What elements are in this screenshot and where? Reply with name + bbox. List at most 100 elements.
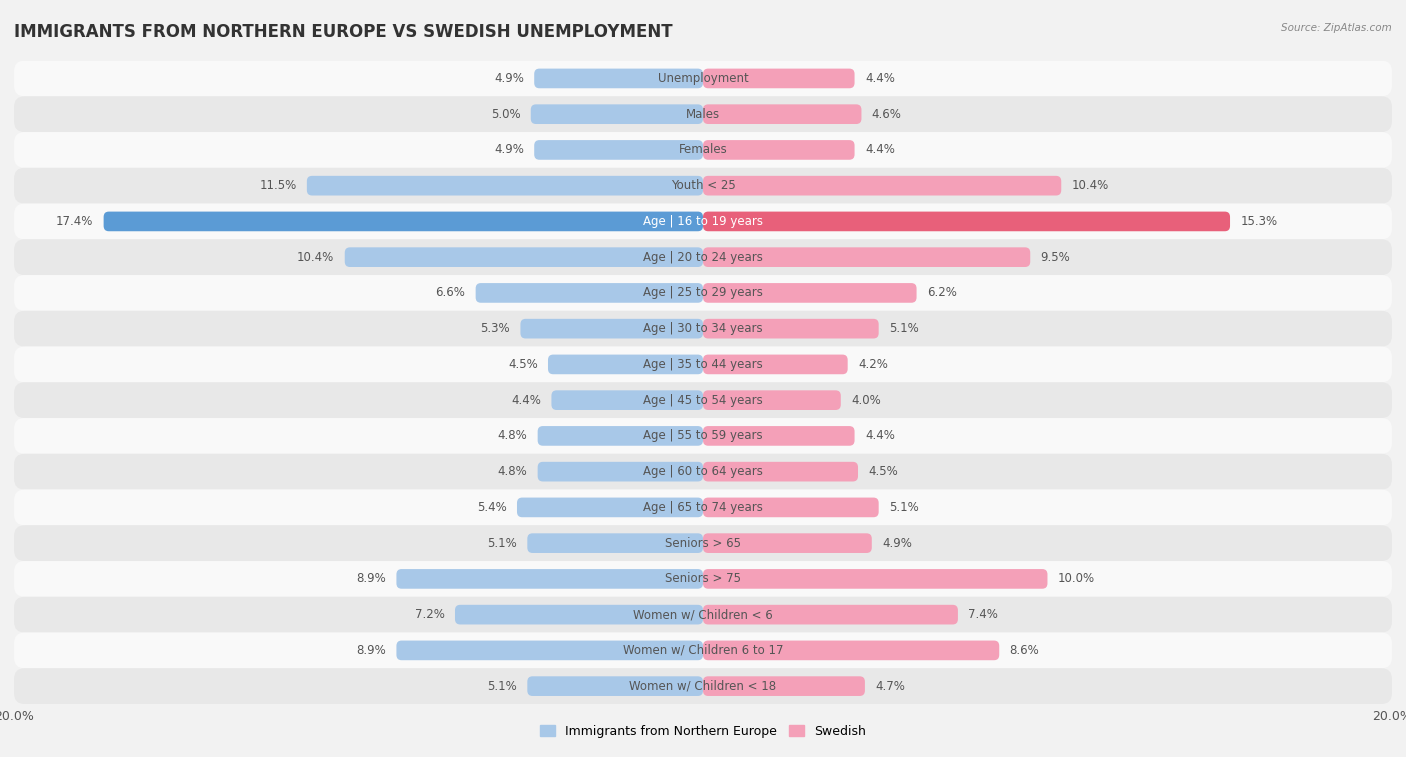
Text: 8.6%: 8.6% xyxy=(1010,644,1039,657)
FancyBboxPatch shape xyxy=(534,69,703,89)
Text: 7.2%: 7.2% xyxy=(415,608,444,621)
Text: 10.0%: 10.0% xyxy=(1057,572,1095,585)
FancyBboxPatch shape xyxy=(14,418,1392,453)
Text: Women w/ Children < 6: Women w/ Children < 6 xyxy=(633,608,773,621)
FancyBboxPatch shape xyxy=(14,61,1392,96)
FancyBboxPatch shape xyxy=(14,239,1392,275)
FancyBboxPatch shape xyxy=(14,490,1392,525)
Text: 11.5%: 11.5% xyxy=(259,179,297,192)
Text: Source: ZipAtlas.com: Source: ZipAtlas.com xyxy=(1281,23,1392,33)
FancyBboxPatch shape xyxy=(14,311,1392,347)
FancyBboxPatch shape xyxy=(703,426,855,446)
FancyBboxPatch shape xyxy=(703,391,841,410)
Text: 4.4%: 4.4% xyxy=(865,72,894,85)
FancyBboxPatch shape xyxy=(531,104,703,124)
Text: 5.3%: 5.3% xyxy=(481,322,510,335)
FancyBboxPatch shape xyxy=(396,640,703,660)
Text: Women w/ Children < 18: Women w/ Children < 18 xyxy=(630,680,776,693)
FancyBboxPatch shape xyxy=(534,140,703,160)
FancyBboxPatch shape xyxy=(14,633,1392,668)
Text: 15.3%: 15.3% xyxy=(1240,215,1278,228)
FancyBboxPatch shape xyxy=(703,605,957,625)
Text: 5.0%: 5.0% xyxy=(491,107,520,120)
FancyBboxPatch shape xyxy=(703,104,862,124)
Text: 4.5%: 4.5% xyxy=(508,358,537,371)
Legend: Immigrants from Northern Europe, Swedish: Immigrants from Northern Europe, Swedish xyxy=(534,720,872,743)
Text: 5.1%: 5.1% xyxy=(488,537,517,550)
Text: 4.0%: 4.0% xyxy=(851,394,882,407)
Text: 6.6%: 6.6% xyxy=(436,286,465,300)
Text: Age | 55 to 59 years: Age | 55 to 59 years xyxy=(643,429,763,442)
Text: 8.9%: 8.9% xyxy=(356,644,387,657)
FancyBboxPatch shape xyxy=(14,347,1392,382)
Text: 17.4%: 17.4% xyxy=(56,215,93,228)
Text: 4.9%: 4.9% xyxy=(882,537,912,550)
Text: Youth < 25: Youth < 25 xyxy=(671,179,735,192)
Text: Age | 25 to 29 years: Age | 25 to 29 years xyxy=(643,286,763,300)
Text: Seniors > 75: Seniors > 75 xyxy=(665,572,741,585)
FancyBboxPatch shape xyxy=(703,569,1047,589)
FancyBboxPatch shape xyxy=(456,605,703,625)
FancyBboxPatch shape xyxy=(537,462,703,481)
FancyBboxPatch shape xyxy=(104,212,703,231)
Text: Age | 16 to 19 years: Age | 16 to 19 years xyxy=(643,215,763,228)
Text: IMMIGRANTS FROM NORTHERN EUROPE VS SWEDISH UNEMPLOYMENT: IMMIGRANTS FROM NORTHERN EUROPE VS SWEDI… xyxy=(14,23,672,41)
Text: Age | 30 to 34 years: Age | 30 to 34 years xyxy=(643,322,763,335)
FancyBboxPatch shape xyxy=(520,319,703,338)
FancyBboxPatch shape xyxy=(307,176,703,195)
Text: Seniors > 65: Seniors > 65 xyxy=(665,537,741,550)
Text: 4.5%: 4.5% xyxy=(869,465,898,478)
FancyBboxPatch shape xyxy=(14,597,1392,633)
FancyBboxPatch shape xyxy=(703,319,879,338)
Text: 5.1%: 5.1% xyxy=(889,501,918,514)
FancyBboxPatch shape xyxy=(14,668,1392,704)
FancyBboxPatch shape xyxy=(517,497,703,517)
Text: Age | 20 to 24 years: Age | 20 to 24 years xyxy=(643,251,763,263)
FancyBboxPatch shape xyxy=(703,534,872,553)
Text: Age | 45 to 54 years: Age | 45 to 54 years xyxy=(643,394,763,407)
FancyBboxPatch shape xyxy=(703,69,855,89)
Text: Age | 60 to 64 years: Age | 60 to 64 years xyxy=(643,465,763,478)
Text: 4.4%: 4.4% xyxy=(512,394,541,407)
Text: Age | 35 to 44 years: Age | 35 to 44 years xyxy=(643,358,763,371)
Text: 4.8%: 4.8% xyxy=(498,465,527,478)
FancyBboxPatch shape xyxy=(551,391,703,410)
FancyBboxPatch shape xyxy=(548,354,703,374)
FancyBboxPatch shape xyxy=(344,248,703,267)
Text: 7.4%: 7.4% xyxy=(969,608,998,621)
Text: 4.4%: 4.4% xyxy=(865,143,894,157)
Text: 4.2%: 4.2% xyxy=(858,358,887,371)
Text: Age | 65 to 74 years: Age | 65 to 74 years xyxy=(643,501,763,514)
FancyBboxPatch shape xyxy=(703,176,1062,195)
FancyBboxPatch shape xyxy=(14,132,1392,168)
FancyBboxPatch shape xyxy=(14,204,1392,239)
FancyBboxPatch shape xyxy=(703,497,879,517)
FancyBboxPatch shape xyxy=(703,462,858,481)
Text: 10.4%: 10.4% xyxy=(297,251,335,263)
FancyBboxPatch shape xyxy=(14,561,1392,597)
Text: 5.1%: 5.1% xyxy=(889,322,918,335)
Text: Women w/ Children 6 to 17: Women w/ Children 6 to 17 xyxy=(623,644,783,657)
Text: 8.9%: 8.9% xyxy=(356,572,387,585)
FancyBboxPatch shape xyxy=(703,676,865,696)
Text: 6.2%: 6.2% xyxy=(927,286,956,300)
Text: Females: Females xyxy=(679,143,727,157)
Text: Males: Males xyxy=(686,107,720,120)
FancyBboxPatch shape xyxy=(14,168,1392,204)
FancyBboxPatch shape xyxy=(14,275,1392,311)
FancyBboxPatch shape xyxy=(703,283,917,303)
Text: 10.4%: 10.4% xyxy=(1071,179,1109,192)
Text: 5.4%: 5.4% xyxy=(477,501,506,514)
FancyBboxPatch shape xyxy=(703,248,1031,267)
FancyBboxPatch shape xyxy=(703,140,855,160)
Text: 4.9%: 4.9% xyxy=(494,72,524,85)
Text: 4.8%: 4.8% xyxy=(498,429,527,442)
FancyBboxPatch shape xyxy=(537,426,703,446)
FancyBboxPatch shape xyxy=(527,676,703,696)
FancyBboxPatch shape xyxy=(703,212,1230,231)
Text: 4.6%: 4.6% xyxy=(872,107,901,120)
FancyBboxPatch shape xyxy=(703,354,848,374)
Text: 4.9%: 4.9% xyxy=(494,143,524,157)
FancyBboxPatch shape xyxy=(14,453,1392,490)
Text: 9.5%: 9.5% xyxy=(1040,251,1070,263)
